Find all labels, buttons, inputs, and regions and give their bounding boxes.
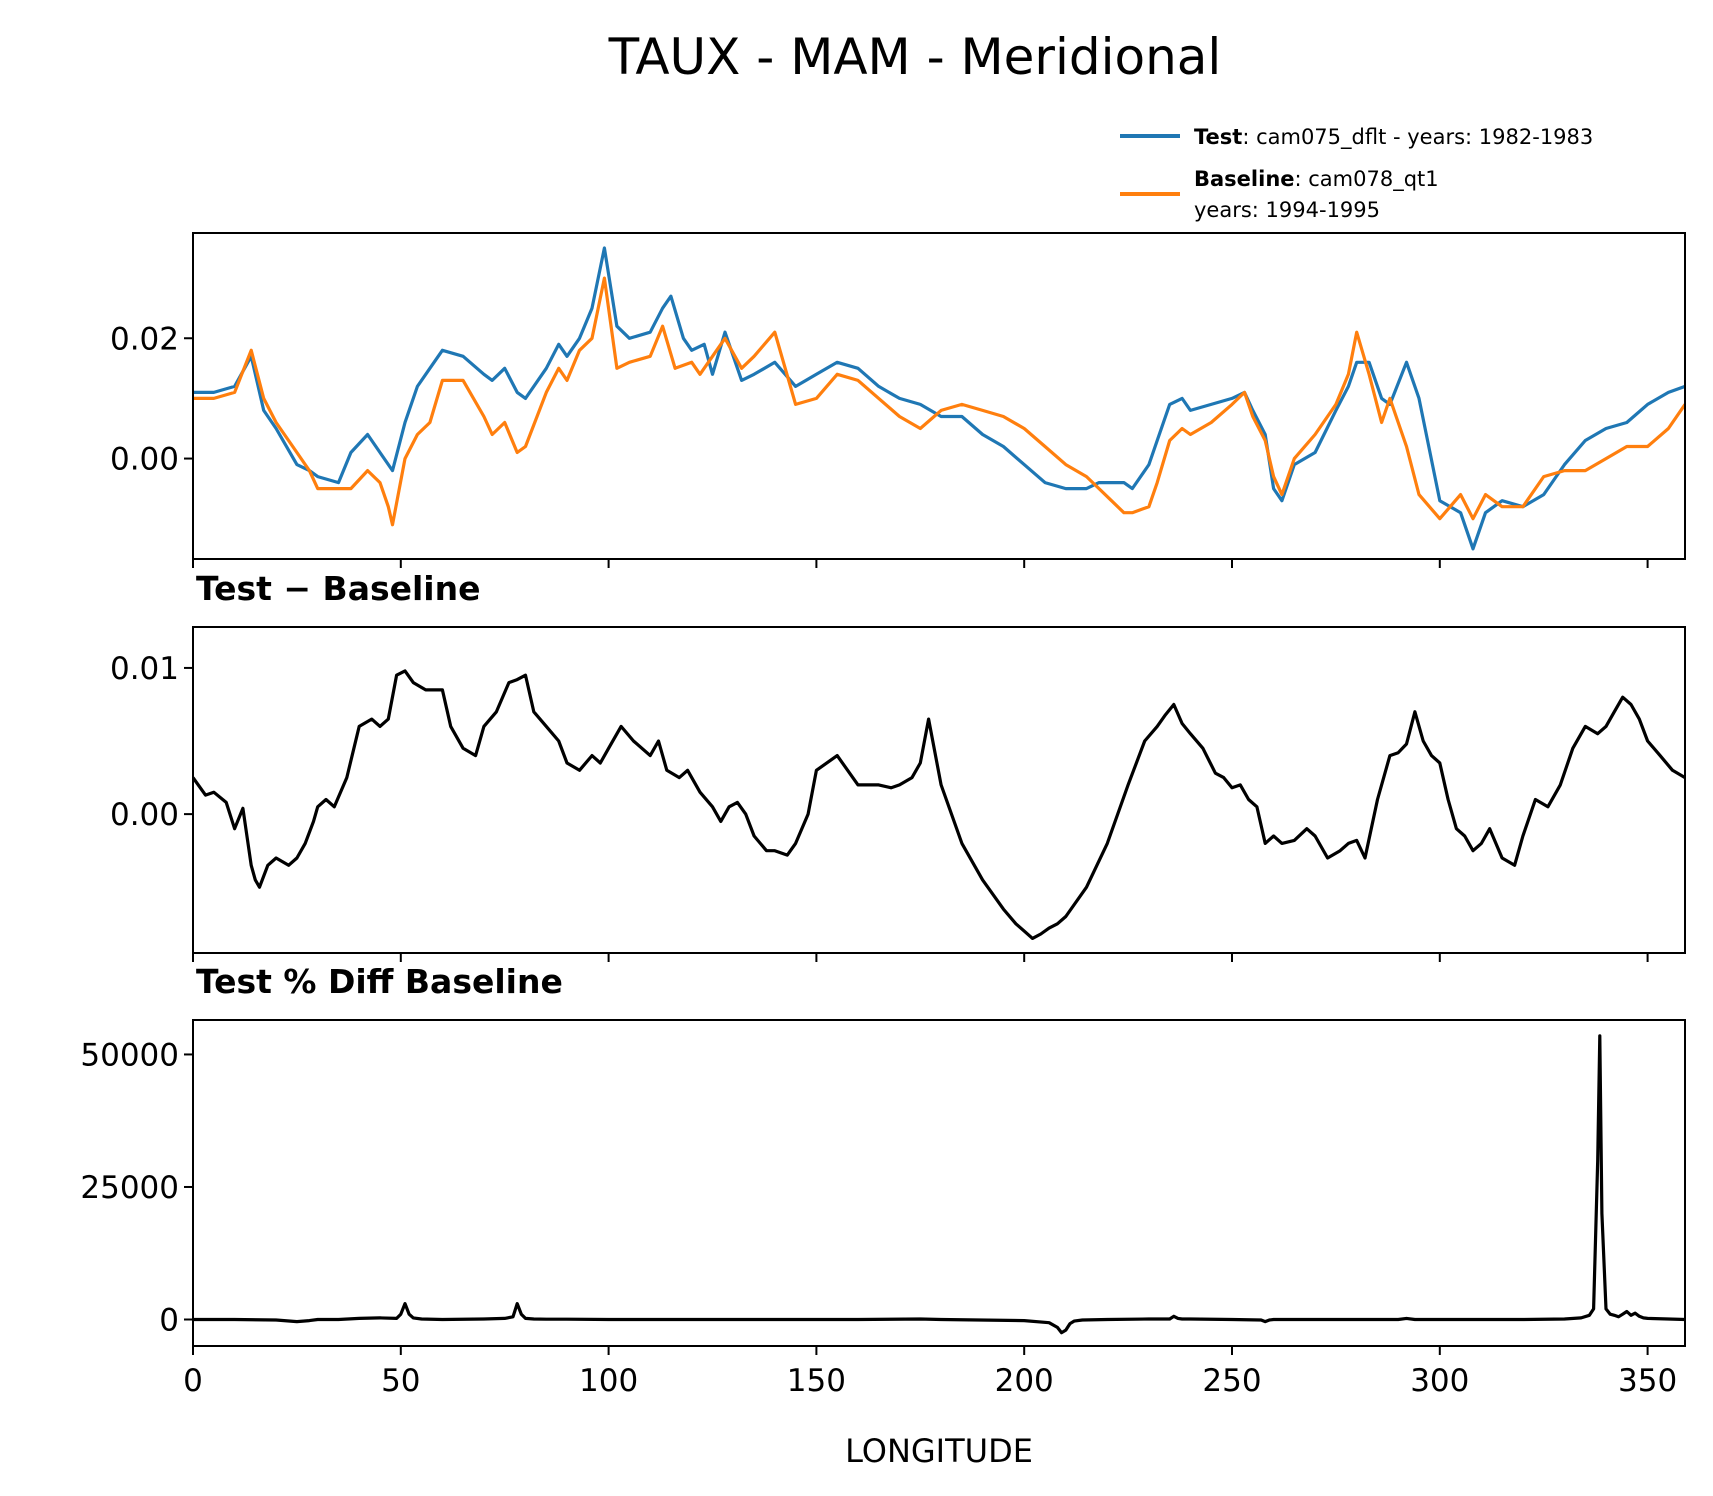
- panel-percent-diff-frame: [192, 1019, 1686, 1347]
- panel-test-baseline-frame: [192, 232, 1686, 560]
- y-tick-label: 50000: [80, 1037, 179, 1073]
- panel-difference-title: Test − Baseline: [196, 569, 481, 608]
- panel-test-baseline: 0.00 0.02: [110, 232, 1686, 568]
- panel-percent-diff-title: Test % Diff Baseline: [196, 962, 563, 1001]
- x-tick-label: 100: [579, 1363, 638, 1399]
- legend-test-label: Test: cam075_dflt - years: 1982-1983: [1194, 125, 1593, 150]
- x-tick-label: 150: [787, 1363, 846, 1399]
- series-line-test-diff-baseline: [193, 1034, 1685, 1335]
- series-line-test-baseline: [193, 669, 1685, 941]
- series-line-baseline: [193, 276, 1685, 527]
- y-tick-label: 0.02: [110, 321, 179, 357]
- legend-baseline-years: years: 1994-1995: [1194, 198, 1380, 222]
- legend: Test: cam075_dflt - years: 1982-1983 Bas…: [1120, 125, 1593, 222]
- x-tick-label: 0: [183, 1363, 203, 1399]
- x-tick-label: 250: [1202, 1363, 1261, 1399]
- y-tick-label: 0: [159, 1302, 179, 1338]
- panel-percent-diff-plot: 0 25000 50000 0 50 100 150 200 250 300 350: [80, 1034, 1685, 1399]
- y-tick-label: 25000: [80, 1170, 179, 1206]
- x-axis-label: LONGITUDE: [845, 1432, 1033, 1470]
- chart-title: TAUX - MAM - Meridional: [608, 28, 1222, 86]
- x-tick-label: 200: [995, 1363, 1054, 1399]
- x-tick-label: 350: [1618, 1363, 1677, 1399]
- panel-test-baseline-plot: 0.00 0.02: [110, 246, 1685, 568]
- y-tick-label: 0.00: [110, 442, 179, 478]
- x-tick-label: 50: [381, 1363, 420, 1399]
- y-tick-label: 0.00: [110, 797, 179, 833]
- legend-baseline-label: Baseline: cam078_qt1: [1194, 167, 1439, 192]
- x-tick-label: 300: [1410, 1363, 1469, 1399]
- panel-difference-plot: 0.00 0.01: [110, 651, 1685, 962]
- y-tick-label: 0.01: [110, 651, 179, 687]
- panel-difference-frame: [192, 626, 1686, 954]
- panel-difference: Test − Baseline 0.00 0.01: [110, 569, 1686, 962]
- panel-percent-diff: Test % Diff Baseline 0 25000 50000 0 50 100 15…: [80, 962, 1686, 1399]
